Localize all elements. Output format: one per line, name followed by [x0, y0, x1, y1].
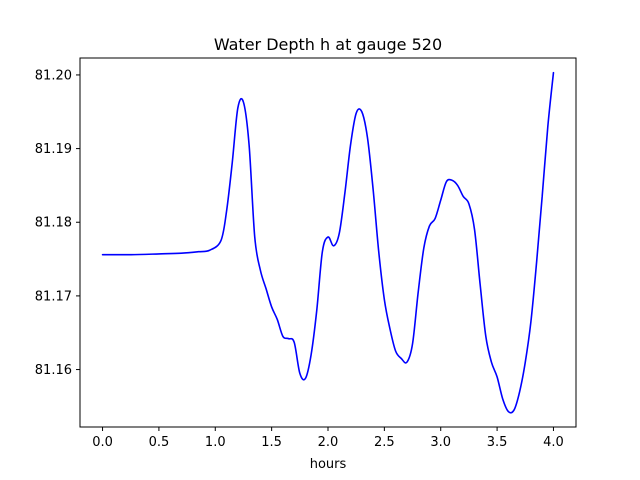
- x-tick-label: 2.5: [374, 435, 395, 450]
- axes-frame: [79, 57, 577, 428]
- plot-area: [101, 71, 555, 414]
- y-tick-label: 81.18: [35, 216, 72, 231]
- series-line: [101, 71, 555, 414]
- x-tick-label: 0.5: [149, 435, 170, 450]
- x-tick-label: 2.0: [318, 435, 339, 450]
- x-axis-label: hours: [310, 457, 347, 472]
- x-tick-label: 4.0: [543, 435, 564, 450]
- x-tick-label: 1.5: [261, 435, 282, 450]
- chart-title: Water Depth h at gauge 520: [214, 35, 442, 54]
- y-tick-label: 81.19: [35, 142, 72, 157]
- y-axis-ticks: 81.16 81.17 81.18 81.19 81.20: [35, 68, 80, 378]
- y-tick-label: 81.20: [35, 68, 72, 83]
- x-tick-label: 1.0: [205, 435, 226, 450]
- y-tick-label: 81.16: [35, 363, 72, 378]
- x-tick-label: 0.0: [92, 435, 113, 450]
- y-tick-label: 81.17: [35, 289, 72, 304]
- x-tick-label: 3.0: [430, 435, 451, 450]
- x-axis-ticks: 0.0 0.5 1.0 1.5 2.0 2.5 3.0 3.5 4.0: [92, 427, 564, 450]
- x-tick-label: 3.5: [487, 435, 508, 450]
